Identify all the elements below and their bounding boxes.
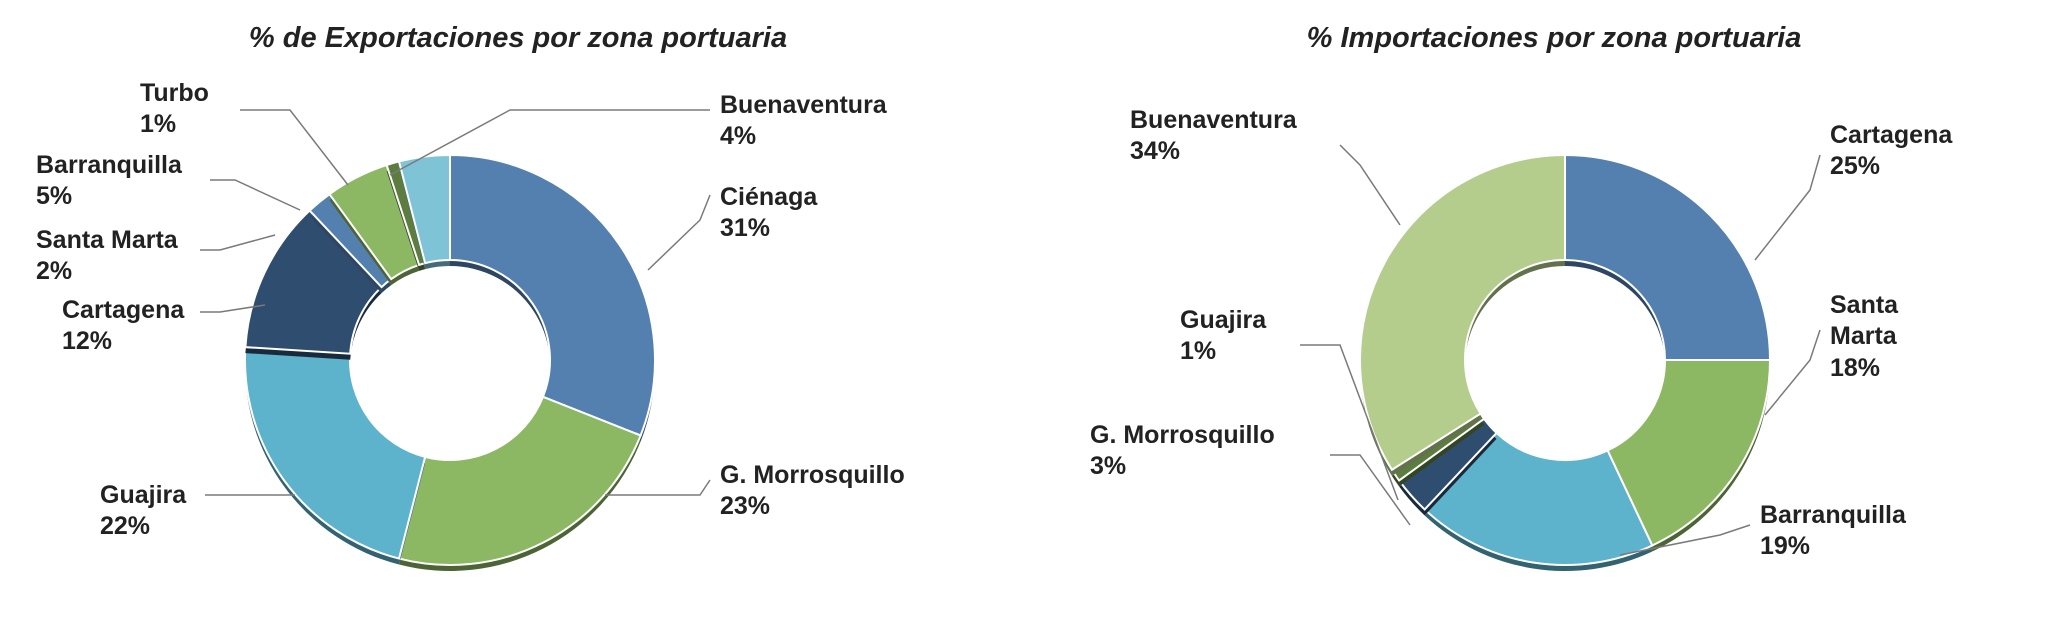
label-buenaventura: Buenaventura34% xyxy=(1130,105,1297,168)
label-cartagena: Cartagena25% xyxy=(1830,120,1952,183)
slice-buenaventura xyxy=(1360,155,1565,470)
label-barranquilla: Barranquilla19% xyxy=(1760,500,1906,563)
label-guajira: Guajira1% xyxy=(1180,305,1266,368)
slice-cartagena xyxy=(1565,155,1770,360)
label-santa-marta: SantaMarta18% xyxy=(1830,290,1898,384)
label-g-morrosquillo: G. Morrosquillo3% xyxy=(1090,420,1275,483)
